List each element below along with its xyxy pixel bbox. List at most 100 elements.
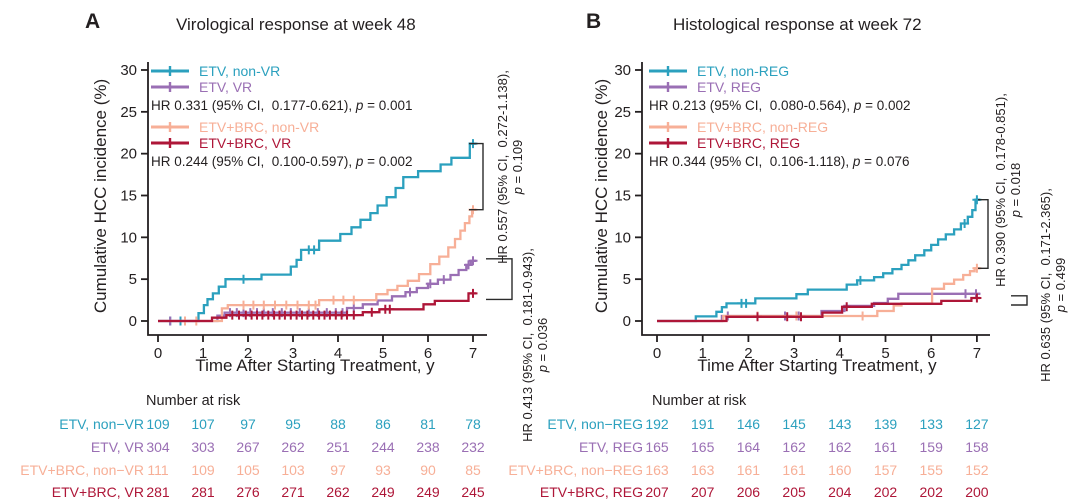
- risk-value: 158: [965, 439, 989, 455]
- risk-value: 97: [240, 416, 256, 432]
- legend-label: ETV, VR: [199, 79, 253, 95]
- hr-p: p: [355, 154, 364, 169]
- risk-value: 103: [281, 462, 305, 478]
- risk-row-label: ETV, non−REG: [547, 416, 643, 432]
- risk-value: 81: [420, 416, 436, 432]
- panel-b-plot: 0 5 10 15 20 25 30 0 1 2 3 4 5 6 7: [614, 62, 1028, 362]
- legend-line-icon: [649, 122, 687, 132]
- y-tick-label: 0: [129, 313, 137, 330]
- risk-value: 162: [782, 439, 806, 455]
- risk-value: 244: [371, 439, 395, 455]
- bracket-annotation-top: HR 0.390 (95% CI, 0.178-0.851), p = 0.01…: [993, 40, 1023, 340]
- risk-value: 163: [645, 462, 669, 478]
- censor-mark-etv-vr: [464, 260, 473, 270]
- legend-line-icon: [649, 66, 687, 76]
- risk-value: 205: [782, 484, 806, 500]
- risk-value: 281: [191, 484, 215, 500]
- x-tick-label: 2: [744, 345, 752, 362]
- legend-line-icon: [151, 66, 189, 76]
- legend-entry-etvbrc-vr: ETV+BRC, VR: [150, 135, 291, 151]
- risk-value: 86: [375, 416, 391, 432]
- series-etv-brc-non-vr: [158, 208, 477, 323]
- y-tick-label: 10: [614, 229, 631, 246]
- risk-value: 145: [782, 416, 806, 432]
- censor-mark-etv-brc-non-vr: [248, 300, 258, 310]
- y-tick-label: 25: [120, 104, 137, 121]
- risk-value: 238: [416, 439, 440, 455]
- x-tick-label: 6: [424, 345, 432, 362]
- risk-value: 160: [828, 462, 852, 478]
- risk-row: ETV, non−REG 192 191 146 145 143 139 133 127: [540, 416, 1080, 432]
- risk-value: 139: [873, 416, 898, 432]
- legend-entry-etv-non-vr: ETV, non-VR: [150, 63, 280, 79]
- legend-label: ETV+BRC, REG: [697, 135, 801, 151]
- risk-value: 85: [465, 462, 481, 478]
- legend-line-icon: [151, 82, 189, 92]
- hr-text: HR 0.244 (95% CI, 0.100-0.597),: [151, 154, 356, 169]
- risk-row-label: ETV, VR: [90, 439, 144, 455]
- risk-row-label: ETV, REG: [578, 439, 643, 455]
- risk-value: 267: [236, 439, 260, 455]
- censor-mark-etv-brc-non-vr: [311, 300, 320, 310]
- panel-a-x-axis-label: Time After Starting Treatment, y: [195, 356, 435, 375]
- risk-value: 88: [330, 416, 346, 432]
- risk-value: 164: [736, 439, 761, 455]
- risk-row: ETV, REG 165 165 164 162 162 161 159 158: [540, 439, 1080, 455]
- hr-annotation-1: HR 0.213 (95% CI, 0.080-0.564), p = 0.00…: [649, 98, 911, 113]
- hr-p: p: [852, 154, 861, 169]
- risk-value: 152: [965, 462, 989, 478]
- risk-row: ETV+BRC, REG 207 207 206 205 204 202 202 200: [540, 484, 1080, 500]
- risk-value: 133: [919, 416, 943, 432]
- censor-mark-etv-non-reg: [960, 219, 970, 228]
- risk-value: 95: [285, 416, 301, 432]
- panel-a-letter: A: [85, 10, 101, 33]
- legend-entry-etvbrc-reg: ETV+BRC, REG: [648, 135, 800, 151]
- risk-row: ETV, non−VR 109 107 97 95 88 86 81 78: [0, 416, 540, 432]
- risk-value: 262: [281, 439, 305, 455]
- hr-annotation-2: HR 0.244 (95% CI, 0.100-0.597), p = 0.00…: [151, 154, 413, 169]
- risk-value: 97: [330, 462, 346, 478]
- risk-value: 162: [828, 439, 852, 455]
- comparison-bracket-2: [486, 258, 513, 301]
- y-tick-label: 20: [614, 146, 631, 163]
- panel-b-x-axis-label: Time After Starting Treatment, y: [697, 356, 937, 375]
- legend-line-icon: [151, 138, 189, 148]
- censor-mark-etv-brc-reg: [753, 312, 762, 322]
- risk-value: 192: [645, 416, 669, 432]
- panel-b-title: Histological response at week 72: [673, 15, 922, 34]
- risk-value: 204: [828, 484, 852, 500]
- legend-label: ETV+BRC, non-VR: [199, 119, 320, 135]
- risk-value: 163: [691, 462, 715, 478]
- x-tick-label: 0: [653, 345, 661, 362]
- censor-mark-etv-brc-non-vr: [349, 295, 359, 305]
- risk-value: 157: [873, 462, 898, 478]
- series-etv-brc-non-reg: [657, 267, 981, 323]
- hr-value: = 0.002: [861, 98, 911, 113]
- comparison-bracket-1: [978, 199, 989, 269]
- y-tick-label: 30: [614, 62, 631, 79]
- risk-value: 155: [919, 462, 943, 478]
- x-tick-label: 0: [154, 345, 162, 362]
- risk-row: ETV+BRC, non−REG 163 163 161 161 160 157 155 152: [508, 462, 1080, 478]
- risk-value: 165: [645, 439, 669, 455]
- hr-p: p: [1053, 305, 1068, 313]
- risk-value: 107: [191, 416, 215, 432]
- panel-a: A Virological response at week 48 Cumula…: [0, 10, 550, 500]
- risk-value: 90: [420, 462, 436, 478]
- hr-p: p: [1008, 210, 1023, 218]
- censor-mark-etv-brc-non-vr: [239, 300, 248, 310]
- censor-mark-etv-brc-non-vr: [293, 300, 302, 310]
- censor-mark-etv-brc-reg: [842, 302, 852, 312]
- hr-text: HR 0.213 (95% CI, 0.080-0.564),: [649, 98, 854, 113]
- bracket-hr-line: HR 0.390 (95% CI, 0.178-0.851),: [993, 93, 1008, 287]
- censor-mark-etv-brc-non-reg: [858, 311, 868, 321]
- censor-mark-etv-brc-vr: [349, 310, 359, 320]
- risk-value: 105: [236, 462, 260, 478]
- risk-row-label: ETV+BRC, non−VR: [20, 462, 144, 478]
- risk-value: 202: [919, 484, 943, 500]
- censor-mark-etv-non-reg: [741, 298, 751, 308]
- legend-entry-etvbrc-non-reg: ETV+BRC, non-REG: [648, 119, 828, 135]
- censor-mark-etv-non-reg: [855, 275, 865, 285]
- censor-mark-etv-brc-non-vr: [259, 300, 269, 310]
- risk-row-label: ETV, non−VR: [59, 416, 144, 432]
